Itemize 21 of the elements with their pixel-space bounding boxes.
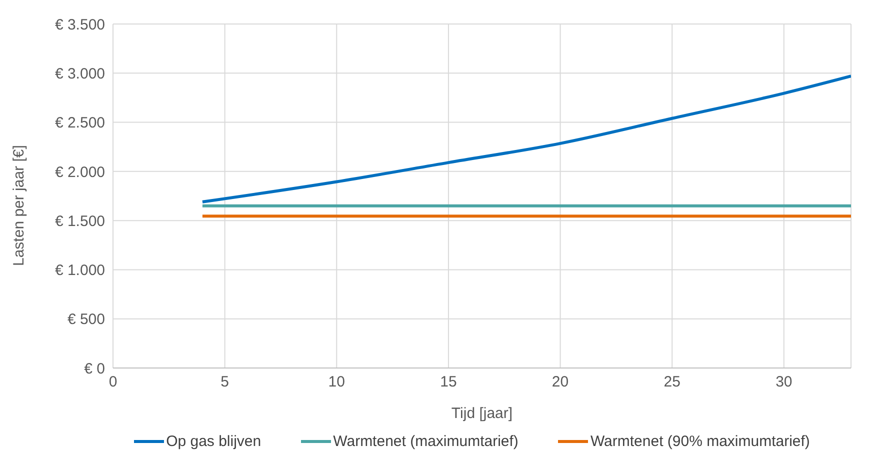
x-tick-label: 0	[108, 374, 118, 391]
y-tick-label: € 2.500	[54, 114, 105, 132]
y-tick-label: € 3.500	[54, 16, 105, 34]
x-tick-label: 5	[220, 374, 229, 391]
x-tick-label: 30	[776, 374, 792, 391]
y-tick-label: € 2.000	[54, 164, 105, 181]
x-tick-label: 15	[440, 374, 457, 391]
x-tick-label: 10	[328, 374, 345, 391]
y-axis-title: Lasten per jaar [€]	[10, 145, 28, 266]
line-series	[200, 74, 851, 204]
y-tick-label: € 500	[67, 311, 105, 328]
y-tick-label: € 1.500	[54, 212, 105, 230]
legend-label: Op gas blijven	[166, 433, 262, 450]
x-tick-label: 25	[664, 374, 680, 391]
legend-label: Warmtenet (90% maximumtarief)	[590, 433, 810, 450]
x-axis-title: Tijd [jaar]	[451, 405, 513, 422]
x-tick-label: 20	[552, 374, 569, 391]
y-tick-label: € 1.000	[54, 262, 105, 280]
y-tick-label: € 0	[84, 360, 105, 378]
y-tick-label: € 3.000	[54, 65, 105, 82]
legend-label: Warmtenet (maximumtarief)	[333, 433, 518, 450]
